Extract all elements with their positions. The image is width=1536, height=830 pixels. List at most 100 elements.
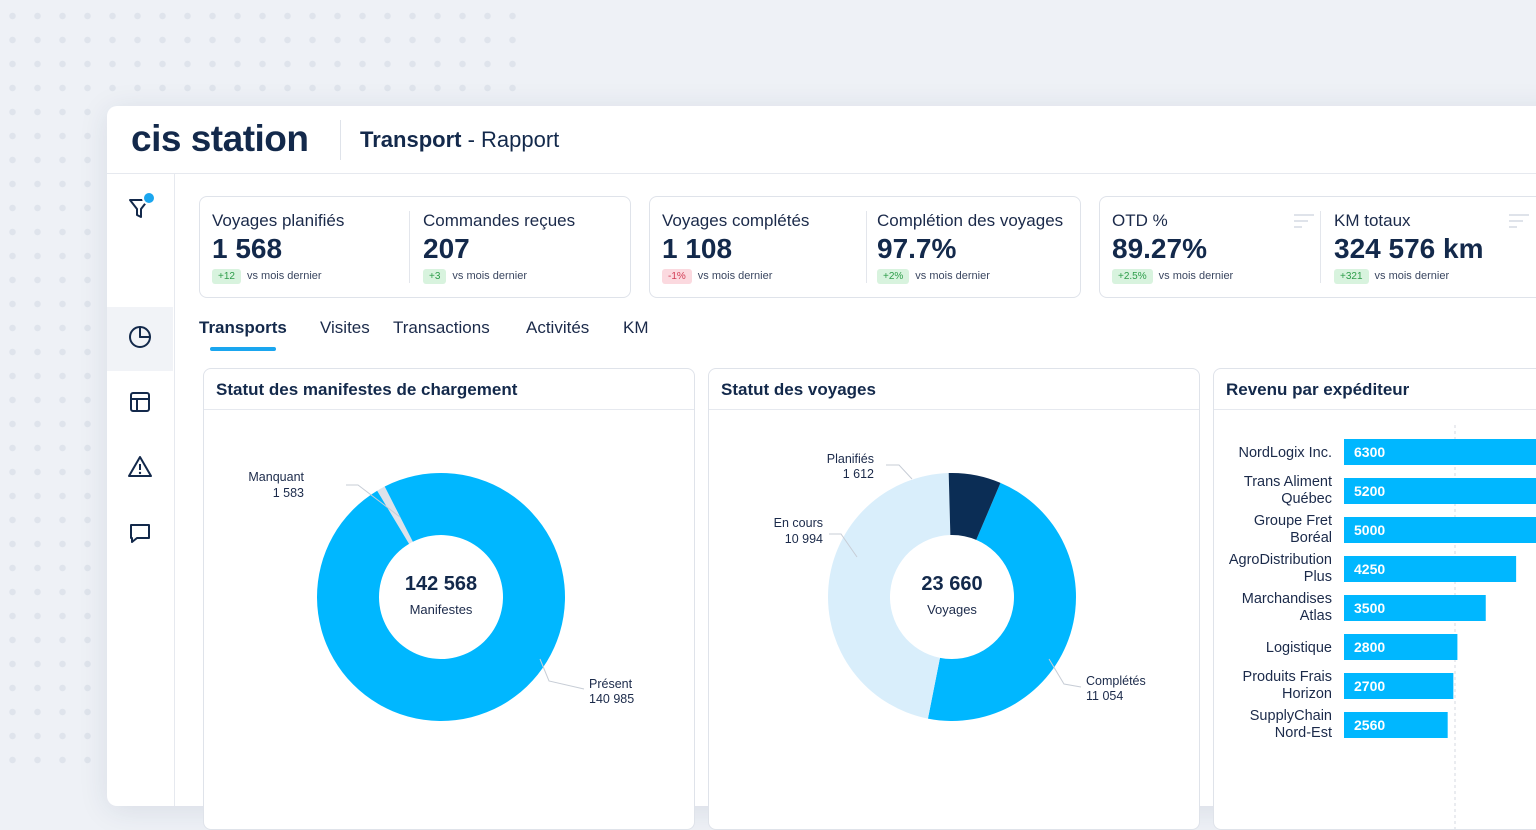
slice-value-completes: 11 054	[1086, 689, 1123, 703]
kpi-value: 1 568	[212, 233, 283, 264]
bar-category-label: Québec	[1281, 491, 1332, 507]
tab-km[interactable]: KM	[623, 318, 649, 337]
donut-center-value: 23 660	[921, 573, 982, 595]
bar[interactable]	[1344, 556, 1517, 582]
bar-category-label: Groupe Fret	[1254, 513, 1332, 529]
delta-badge: +3	[423, 269, 447, 284]
kpi-delta: +12 vs mois dernier	[212, 269, 344, 284]
tab-transports[interactable]: Transports	[199, 318, 287, 337]
app-window: cis station Transport - Rapport	[107, 106, 1536, 830]
bar-value-label: 2800	[1354, 639, 1385, 655]
bar-value-label: 6300	[1354, 444, 1385, 460]
bar[interactable]	[1344, 634, 1458, 660]
kpi-delta: +3 vs mois dernier	[423, 269, 575, 284]
header-divider	[340, 120, 341, 160]
bar-category-label: Produits Frais	[1243, 669, 1332, 685]
slice-label-en-cours: En cours	[774, 516, 823, 530]
bar-category-label: Atlas	[1300, 608, 1332, 624]
bar-category-label: AgroDistribution	[1229, 552, 1332, 568]
bar-category-label: Boréal	[1290, 530, 1332, 546]
kpi-delta: -1% vs mois dernier	[662, 269, 809, 284]
revenu-bar-chart: 6300 NordLogix Inc. 5200 Trans AlimentQuébe…	[1229, 425, 1536, 829]
kpi-label: Commandes reçues	[423, 211, 576, 230]
bar-value-label: 5000	[1354, 522, 1385, 538]
kpi-value: 1 108	[662, 233, 733, 264]
kpi-delta: +321 vs mois dernier	[1334, 269, 1483, 284]
bar-value-label: 3500	[1354, 600, 1385, 616]
sidebar-item-table[interactable]	[107, 372, 173, 436]
bar[interactable]	[1344, 478, 1536, 504]
kpi-value: 89.27%	[1112, 233, 1207, 264]
active-tab-indicator	[210, 347, 276, 351]
donut-slice-planifiés[interactable]	[948, 473, 1001, 540]
sidebar-filter-button[interactable]	[107, 177, 173, 241]
leader-line	[886, 464, 913, 480]
bar-value-label: 2700	[1354, 678, 1385, 694]
top-bar: cis station Transport - Rapport	[107, 106, 1536, 174]
kpi-label: Complétion des voyages	[877, 211, 1064, 230]
leader-line	[346, 484, 401, 518]
donut-slice-complétés[interactable]	[927, 482, 1076, 721]
bar[interactable]	[1344, 517, 1536, 543]
bar-category-label: Logistique	[1266, 640, 1332, 656]
sidebar	[107, 173, 175, 806]
bar-category-label: Horizon	[1282, 686, 1332, 702]
kpi-voyages-planifies: Voyages planifiés 1 568 +12 vs mois derni…	[212, 211, 344, 284]
kpi-card-completion: Voyages complétés 1 108 -1% vs mois derni…	[649, 196, 1081, 298]
sidebar-item-messages[interactable]	[107, 504, 173, 568]
tab-transactions[interactable]: Transactions	[393, 318, 490, 337]
kpi-voyages-completes: Voyages complétés 1 108 -1% vs mois derni…	[662, 211, 809, 284]
tab-visites[interactable]: Visites	[320, 318, 370, 337]
donut-slice-manquant[interactable]	[377, 486, 413, 544]
voyages-donut-chart: Planifiés 1 612 En cours 10 994 Complété…	[774, 452, 1146, 721]
slice-label-present: Présent	[589, 677, 633, 691]
delta-badge: +2.5%	[1112, 269, 1153, 284]
kpi-divider	[409, 211, 410, 283]
delta-text: vs mois dernier	[1158, 270, 1234, 282]
bar-value-label: 4250	[1354, 561, 1385, 577]
panel-title: Revenu par expéditeur	[1214, 369, 1536, 410]
brand-logo: cis station	[131, 118, 309, 159]
panel-manifestes: Statut des manifestes de chargement Manq…	[203, 368, 695, 830]
bar-category-label: Nord-Est	[1275, 725, 1332, 741]
sort-menu-icon[interactable]	[1293, 213, 1315, 234]
tab-activites[interactable]: Activités	[526, 318, 590, 337]
leader-line	[829, 533, 858, 558]
bar[interactable]	[1344, 439, 1536, 465]
manifestes-donut-chart: Manquant 1 583 Présent 140 985 142 568 M…	[248, 470, 634, 721]
donut-center-label: Voyages	[927, 602, 977, 617]
kpi-value: 97.7%	[877, 233, 957, 264]
bar-value-label: 5200	[1354, 483, 1385, 499]
pie-chart-icon	[127, 324, 153, 355]
bar-category-label: Trans Aliment	[1244, 474, 1332, 490]
donut-slice-présent[interactable]	[317, 472, 566, 721]
kpi-label: Voyages complétés	[662, 211, 810, 230]
kpi-value: 207	[423, 233, 470, 264]
filter-icon	[127, 191, 156, 222]
delta-text: vs mois dernier	[1374, 270, 1450, 282]
kpi-completion-voyages: Complétion des voyages 97.7% +2% vs mois …	[877, 211, 1063, 284]
bar[interactable]	[1344, 712, 1448, 738]
bar[interactable]	[1344, 595, 1486, 621]
kpi-delta: +2% vs mois dernier	[877, 269, 1063, 284]
sidebar-item-reports[interactable]	[107, 307, 173, 371]
delta-text: vs mois dernier	[697, 270, 773, 282]
chat-icon	[127, 521, 153, 552]
filter-active-dot	[142, 191, 156, 205]
delta-badge: -1%	[662, 269, 692, 284]
delta-badge: +12	[212, 269, 241, 284]
panel-title: Statut des voyages	[709, 369, 1199, 410]
kpi-divider	[866, 211, 867, 283]
donut-slice-en-cours[interactable]	[828, 473, 951, 719]
bar[interactable]	[1344, 673, 1454, 699]
donut-center-value: 142 568	[405, 573, 477, 595]
bar-category-label: NordLogix Inc.	[1239, 445, 1333, 461]
alert-icon	[126, 454, 154, 485]
leader-line	[1048, 658, 1082, 688]
kpi-card-planning: Voyages planifiés 1 568 +12 vs mois derni…	[199, 196, 631, 298]
leader-line	[539, 658, 585, 690]
sort-menu-icon[interactable]	[1508, 213, 1530, 234]
sidebar-item-alerts[interactable]	[107, 437, 173, 501]
bar-category-label: Marchandises	[1242, 591, 1332, 607]
delta-text: vs mois dernier	[452, 270, 527, 282]
